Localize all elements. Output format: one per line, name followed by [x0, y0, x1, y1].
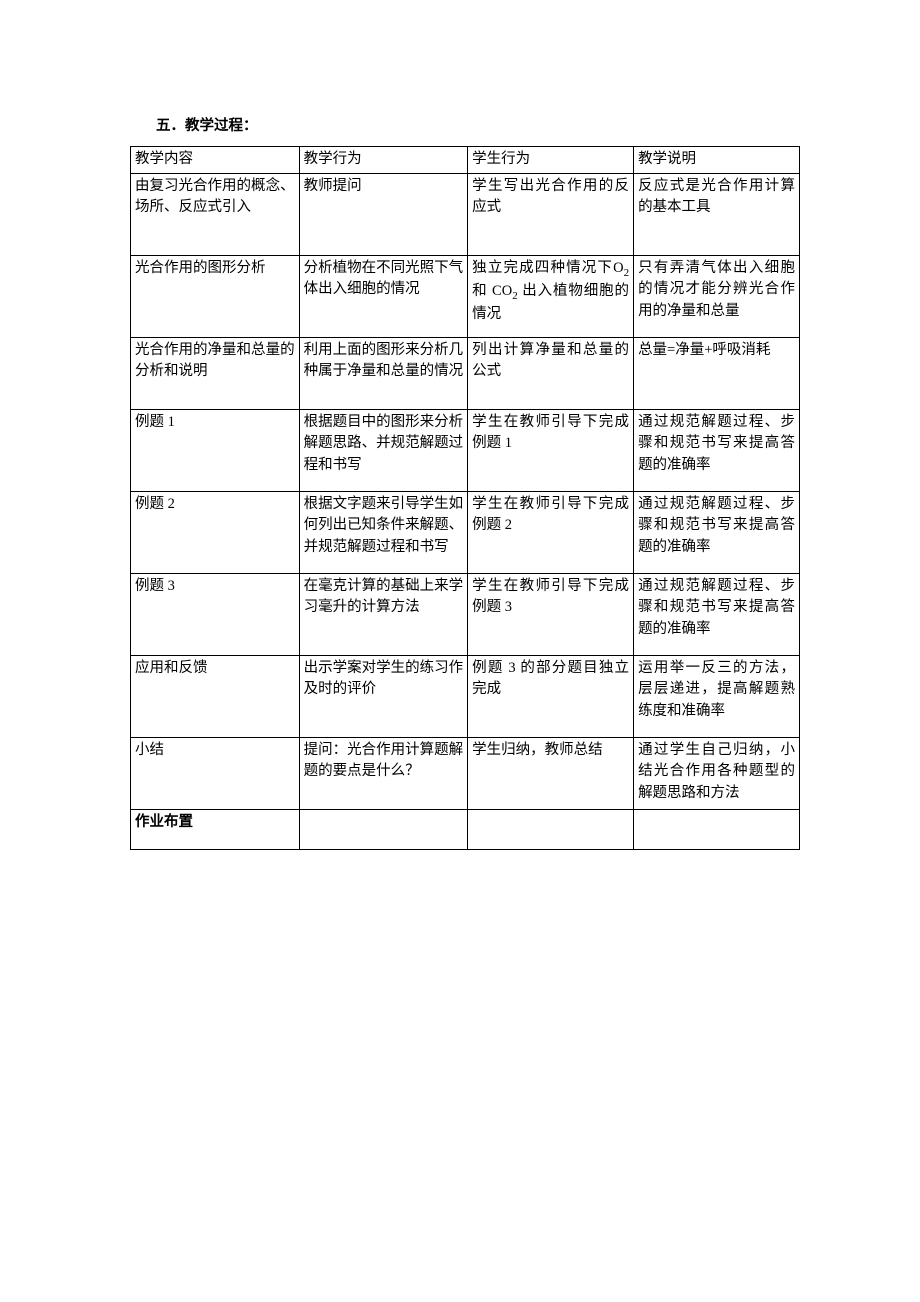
- table-row: 应用和反馈出示学案对学生的练习作及时的评价例题 3 的部分题目独立完成运用举一反…: [131, 655, 800, 737]
- document-page: 五．教学过程： 教学内容 教学行为 学生行为 教学说明 由复习光合作用的概念、场…: [0, 0, 920, 1302]
- table-cell: 通过规范解题过程、步骤和规范书写来提高答题的准确率: [634, 409, 800, 491]
- table-row: 作业布置: [131, 809, 800, 849]
- table-cell: 通过学生自己归纳，小结光合作用各种题型的解题思路和方法: [634, 737, 800, 809]
- section-heading: 五．教学过程：: [156, 116, 800, 138]
- table-cell: 光合作用的净量和总量的分析和说明: [131, 337, 300, 409]
- table-cell: 通过规范解题过程、步骤和规范书写来提高答题的准确率: [634, 491, 800, 573]
- table-cell: 例题 1: [131, 409, 300, 491]
- table-cell: 独立完成四种情况下O2 和 CO2 出入植物细胞的情况: [468, 255, 634, 337]
- table-cell: 总量=净量+呼吸消耗: [634, 337, 800, 409]
- table-cell: 学生在教师引导下完成例题 1: [468, 409, 634, 491]
- table-cell: 只有弄清气体出入细胞的情况才能分辨光合作用的净量和总量: [634, 255, 800, 337]
- table-cell: 学生写出光合作用的反应式: [468, 173, 634, 255]
- table-row: 小结提问：光合作用计算题解题的要点是什么？学生归纳，教师总结通过学生自己归纳，小…: [131, 737, 800, 809]
- table-cell: 教师提问: [299, 173, 468, 255]
- table-body: 教学内容 教学行为 学生行为 教学说明 由复习光合作用的概念、场所、反应式引入教…: [131, 146, 800, 849]
- table-cell: 运用举一反三的方法，层层递进，提高解题熟练度和准确率: [634, 655, 800, 737]
- table-cell: 应用和反馈: [131, 655, 300, 737]
- table-cell: 列出计算净量和总量的公式: [468, 337, 634, 409]
- table-cell: [634, 809, 800, 849]
- table-cell: 由复习光合作用的概念、场所、反应式引入: [131, 173, 300, 255]
- table-cell: 根据文字题来引导学生如何列出已知条件来解题、并规范解题过程和书写: [299, 491, 468, 573]
- table-cell: 反应式是光合作用计算的基本工具: [634, 173, 800, 255]
- table-row: 光合作用的图形分析分析植物在不同光照下气体出入细胞的情况独立完成四种情况下O2 …: [131, 255, 800, 337]
- table-cell: 分析植物在不同光照下气体出入细胞的情况: [299, 255, 468, 337]
- col-header: 教学内容: [131, 146, 300, 173]
- table-header-row: 教学内容 教学行为 学生行为 教学说明: [131, 146, 800, 173]
- table-cell: 例题 2: [131, 491, 300, 573]
- table-row: 例题 1根据题目中的图形来分析解题思路、并规范解题过程和书写学生在教师引导下完成…: [131, 409, 800, 491]
- table-cell: [299, 809, 468, 849]
- col-header: 教学说明: [634, 146, 800, 173]
- table-cell: 根据题目中的图形来分析解题思路、并规范解题过程和书写: [299, 409, 468, 491]
- table-row: 光合作用的净量和总量的分析和说明利用上面的图形来分析几种属于净量和总量的情况列出…: [131, 337, 800, 409]
- table-cell: 小结: [131, 737, 300, 809]
- col-header: 教学行为: [299, 146, 468, 173]
- table-cell: 例题 3: [131, 573, 300, 655]
- col-header: 学生行为: [468, 146, 634, 173]
- table-cell: 例题 3 的部分题目独立完成: [468, 655, 634, 737]
- table-cell: 学生在教师引导下完成例题 3: [468, 573, 634, 655]
- table-cell: 通过规范解题过程、步骤和规范书写来提高答题的准确率: [634, 573, 800, 655]
- table-cell: 作业布置: [131, 809, 300, 849]
- teaching-process-table: 教学内容 教学行为 学生行为 教学说明 由复习光合作用的概念、场所、反应式引入教…: [130, 146, 800, 850]
- table-cell: 利用上面的图形来分析几种属于净量和总量的情况: [299, 337, 468, 409]
- table-cell: 提问：光合作用计算题解题的要点是什么？: [299, 737, 468, 809]
- table-cell: 出示学案对学生的练习作及时的评价: [299, 655, 468, 737]
- table-row: 例题 3在毫克计算的基础上来学习毫升的计算方法学生在教师引导下完成例题 3通过规…: [131, 573, 800, 655]
- table-cell: 在毫克计算的基础上来学习毫升的计算方法: [299, 573, 468, 655]
- table-row: 例题 2根据文字题来引导学生如何列出已知条件来解题、并规范解题过程和书写学生在教…: [131, 491, 800, 573]
- table-cell: 学生在教师引导下完成例题 2: [468, 491, 634, 573]
- table-cell: 光合作用的图形分析: [131, 255, 300, 337]
- table-row: 由复习光合作用的概念、场所、反应式引入教师提问学生写出光合作用的反应式反应式是光…: [131, 173, 800, 255]
- table-cell: [468, 809, 634, 849]
- table-cell: 学生归纳，教师总结: [468, 737, 634, 809]
